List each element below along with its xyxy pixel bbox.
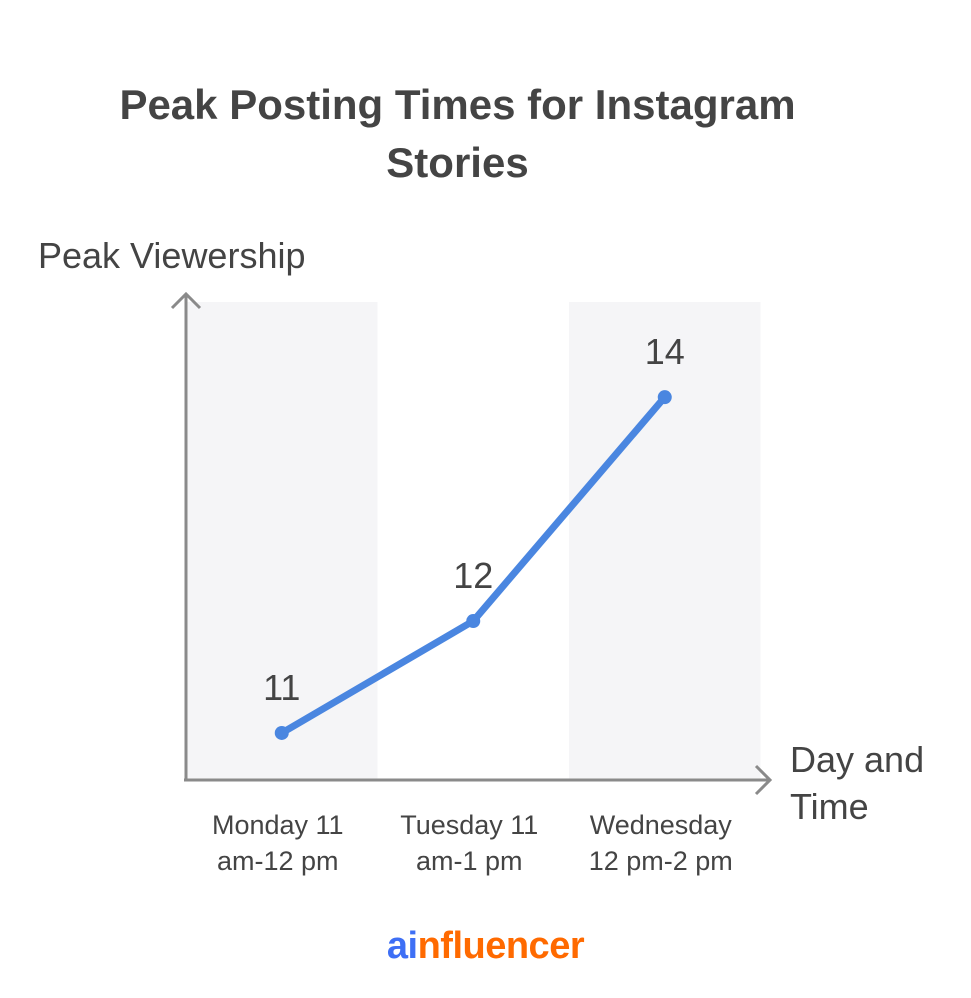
logo-part-ai: ai	[386, 925, 418, 967]
category-band	[569, 302, 761, 780]
category-band	[186, 302, 378, 780]
x-tick-label: am-1 pm	[416, 846, 523, 876]
x-axis-label-line2: Time	[790, 786, 869, 827]
data-point	[657, 390, 672, 405]
x-tick-label: 12 pm-2 pm	[589, 846, 733, 876]
logo-part-nfluencer: nfluencer	[417, 925, 585, 967]
x-tick-label: Tuesday 11	[400, 810, 538, 840]
data-label: 14	[645, 331, 685, 372]
x-axis-arrow	[754, 764, 773, 796]
x-tick-label: am-12 pm	[217, 846, 339, 876]
x-axis-label-line1: Day and	[790, 739, 924, 780]
data-point	[466, 614, 481, 629]
logo: ainfluencer	[0, 925, 971, 968]
y-axis-arrow	[170, 291, 202, 310]
data-label: 11	[263, 667, 300, 708]
data-point	[274, 725, 289, 740]
y-axis-label: Peak Viewership	[38, 235, 306, 276]
data-label: 12	[453, 555, 493, 596]
chart-title: Peak Posting Times for Instagram Stories	[119, 81, 796, 186]
x-tick-label: Monday 11	[212, 810, 344, 840]
x-tick-label: Wednesday	[590, 810, 733, 840]
